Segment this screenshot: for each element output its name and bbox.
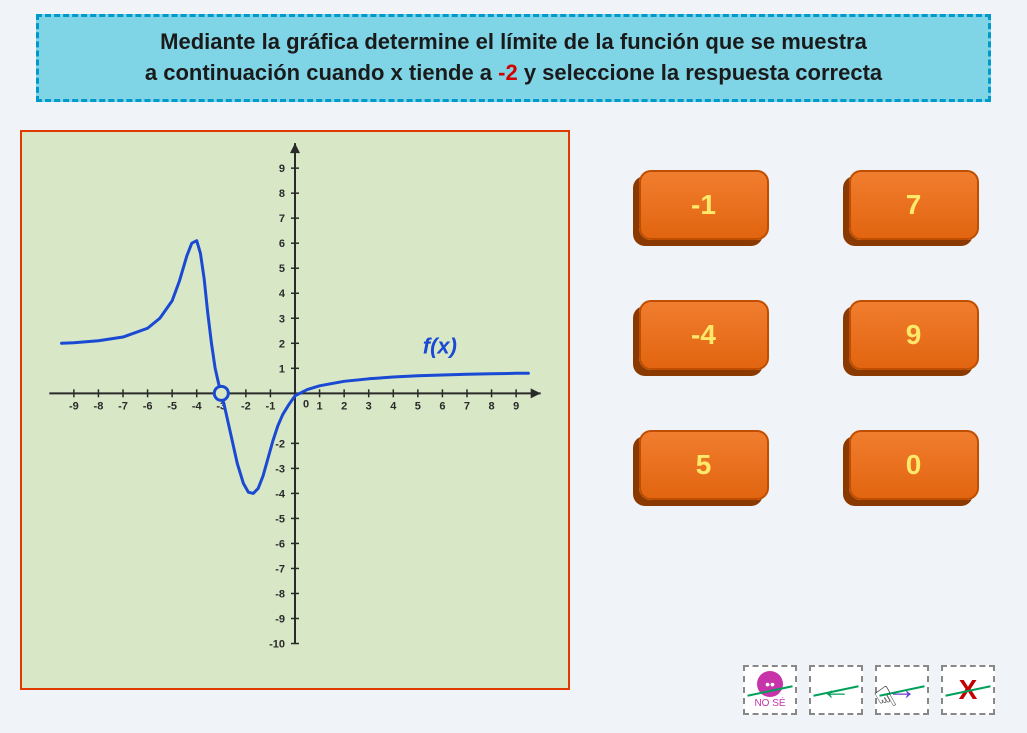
svg-text:3: 3 <box>366 400 372 412</box>
answer-row: 5 0 <box>610 430 1007 500</box>
svg-text:1: 1 <box>279 363 285 375</box>
svg-text:4: 4 <box>279 288 286 300</box>
svg-text:-9: -9 <box>275 613 285 625</box>
answer-option-7[interactable]: 7 <box>849 170 979 240</box>
svg-text:5: 5 <box>415 400 421 412</box>
svg-text:-9: -9 <box>69 400 79 412</box>
question-line2-post: y seleccione la respuesta correcta <box>518 60 882 85</box>
main-area: -9-8-7-6-5-4-3-2-1123456789-10-9-8-7-6-5… <box>20 130 1007 690</box>
svg-text:-7: -7 <box>275 563 285 575</box>
question-line1: Mediante la gráfica determine el límite … <box>160 29 867 54</box>
svg-text:-2: -2 <box>241 400 251 412</box>
svg-text:6: 6 <box>279 238 285 250</box>
question-box: Mediante la gráfica determine el límite … <box>36 14 991 102</box>
chart-frame: -9 -8 -7 -6 -5 -4 -3 -2 -1 1 2 3 4 5 6 7 8 9 -10 -9 -8 -7 -6 -5… <box>20 130 570 690</box>
svg-text:-10: -10 <box>269 638 285 650</box>
svg-text:-1: -1 <box>266 400 276 412</box>
answer-row: -1 7 <box>610 170 1007 240</box>
svg-text:-6: -6 <box>143 400 153 412</box>
answer-row: -4 9 <box>610 300 1007 370</box>
function-chart: -9 -8 -7 -6 -5 -4 -3 -2 -1 1 2 3 4 5 6 7 8 9 -10 -9 -8 -7 -6 -5… <box>22 132 568 688</box>
svg-text:5: 5 <box>279 263 285 275</box>
svg-text:2: 2 <box>279 338 285 350</box>
svg-text:2: 2 <box>341 400 347 412</box>
svg-text:8: 8 <box>488 400 494 412</box>
answer-option-neg4[interactable]: -4 <box>639 300 769 370</box>
svg-text:7: 7 <box>464 400 470 412</box>
svg-text:7: 7 <box>279 213 285 225</box>
svg-text:6: 6 <box>439 400 445 412</box>
svg-text:-5: -5 <box>275 513 285 525</box>
svg-text:-5: -5 <box>167 400 177 412</box>
svg-text:-8: -8 <box>94 400 104 412</box>
svg-text:-4: -4 <box>192 400 203 412</box>
answer-option-neg1[interactable]: -1 <box>639 170 769 240</box>
question-highlight: -2 <box>498 60 518 85</box>
svg-text:9: 9 <box>279 163 285 175</box>
answers-panel: -1 7 -4 9 5 0 <box>610 130 1007 690</box>
nose-button[interactable]: •• NO SÉ <box>743 665 797 715</box>
answer-option-9[interactable]: 9 <box>849 300 979 370</box>
svg-text:0: 0 <box>303 398 309 410</box>
answer-option-5[interactable]: 5 <box>639 430 769 500</box>
nav-bar: •• NO SÉ ← → X ☟ <box>743 665 995 715</box>
svg-text:f(x): f(x) <box>423 333 457 358</box>
answer-option-0[interactable]: 0 <box>849 430 979 500</box>
svg-text:9: 9 <box>513 400 519 412</box>
svg-text:-4: -4 <box>275 488 286 500</box>
svg-text:4: 4 <box>390 400 397 412</box>
svg-text:-6: -6 <box>275 538 285 550</box>
question-line2-pre: a continuación cuando x tiende a <box>145 60 498 85</box>
svg-text:-3: -3 <box>275 463 285 475</box>
svg-text:-2: -2 <box>275 438 285 450</box>
svg-text:1: 1 <box>317 400 323 412</box>
close-button[interactable]: X <box>941 665 995 715</box>
svg-text:-7: -7 <box>118 400 128 412</box>
svg-text:3: 3 <box>279 313 285 325</box>
prev-button[interactable]: ← <box>809 665 863 715</box>
nose-label: NO SÉ <box>754 698 785 709</box>
svg-text:8: 8 <box>279 188 285 200</box>
svg-text:-8: -8 <box>275 588 285 600</box>
